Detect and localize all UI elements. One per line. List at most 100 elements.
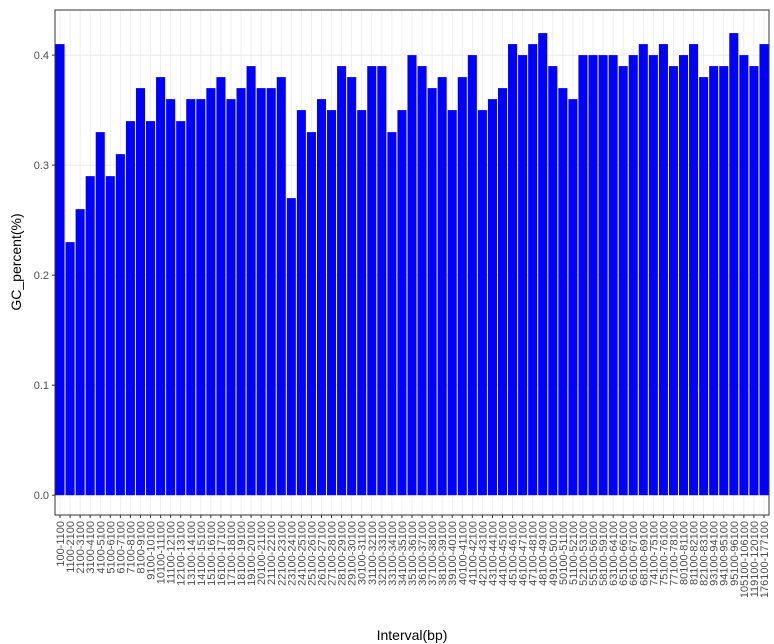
x-axis-title: Interval(bp) <box>377 627 448 643</box>
bar <box>598 55 608 496</box>
bar <box>166 99 176 496</box>
bar <box>95 132 105 496</box>
bar <box>548 66 558 496</box>
y-tick-label: 0.4 <box>34 50 49 62</box>
x-tick-label: 40100-41100 <box>457 521 469 585</box>
x-tick-label: 77100-78100 <box>668 521 680 586</box>
bar <box>608 55 618 496</box>
x-tick-label: 33100-34100 <box>387 521 399 586</box>
x-tick-label: 95100-96100 <box>729 521 741 586</box>
x-tick-label: 4100-5100 <box>95 521 107 574</box>
bar <box>256 88 266 496</box>
x-tick-label: 41100-42100 <box>467 521 479 585</box>
x-tick-label: 20100-21100 <box>256 521 268 585</box>
bar <box>658 44 668 496</box>
bar <box>357 110 367 496</box>
bar <box>337 66 347 496</box>
bar <box>316 99 327 496</box>
bar <box>55 44 65 496</box>
bar <box>125 121 135 496</box>
x-tick-label: 29100-30100 <box>347 521 359 586</box>
x-tick-label: 3100-4100 <box>85 521 97 574</box>
bar <box>276 77 286 496</box>
bar <box>638 44 648 496</box>
x-tick-label: 16100-17100 <box>216 521 228 586</box>
x-tick-label: 68100-69100 <box>638 521 650 586</box>
x-tick-label: 119100-120100 <box>749 521 761 597</box>
bar <box>538 33 548 496</box>
bar <box>508 44 518 496</box>
bar <box>196 99 206 496</box>
x-tick-label: 27100-28100 <box>327 521 339 586</box>
x-tick-label: 93100-94100 <box>709 521 721 586</box>
bar <box>85 176 95 496</box>
x-tick-label: 65100-66100 <box>618 521 630 586</box>
x-tick-label: 25100-26100 <box>306 521 318 586</box>
y-tick-label: 0.0 <box>34 490 49 502</box>
x-tick-label: 1100-2100 <box>65 521 77 573</box>
x-tick-label: 8100-9100 <box>135 521 147 574</box>
y-tick-label: 0.3 <box>34 160 49 172</box>
x-tick-label: 42100-43100 <box>477 521 489 586</box>
bar <box>648 55 658 496</box>
x-tick-label: 49100-50100 <box>548 521 560 586</box>
x-tick-label: 43100-44100 <box>487 521 499 586</box>
x-tick-label: 13100-14100 <box>186 521 198 586</box>
bar <box>65 242 75 496</box>
bar <box>306 132 316 496</box>
x-tick-label: 75100-76100 <box>658 521 670 586</box>
x-tick-label: 46100-47100 <box>518 521 530 586</box>
bar <box>678 55 689 496</box>
bar <box>668 66 678 496</box>
x-tick-label: 12100-13100 <box>176 521 188 586</box>
x-tick-label: 17100-18100 <box>226 521 238 586</box>
bar <box>719 66 729 496</box>
x-tick-label: 31100-32100 <box>367 521 379 585</box>
x-tick-label: 80100-81100 <box>679 521 691 585</box>
bar <box>558 88 568 496</box>
x-tick-label: 47100-48100 <box>528 521 540 586</box>
x-tick-label: 45100-46100 <box>508 521 520 586</box>
x-tick-label: 63100-64100 <box>608 521 620 586</box>
bar <box>327 110 337 496</box>
x-tick-label: 26100-27100 <box>316 521 328 586</box>
x-tick-label: 19100-20100 <box>246 521 258 586</box>
bar <box>437 77 447 496</box>
bar <box>588 55 598 496</box>
bar <box>367 66 377 496</box>
x-tick-label: 105100-106100 <box>739 521 751 598</box>
bar <box>407 55 417 496</box>
bar <box>135 88 146 496</box>
bar <box>105 176 115 496</box>
bar <box>699 77 709 496</box>
x-tick-label: 39100-40100 <box>447 521 459 586</box>
x-tick-label: 55100-56100 <box>588 521 600 586</box>
bar <box>578 55 588 496</box>
bar <box>156 77 166 496</box>
x-tick-label: 11100-12100 <box>166 521 178 584</box>
bar <box>709 66 719 496</box>
bar <box>427 88 437 496</box>
x-tick-label: 10100-11100 <box>156 521 168 584</box>
y-tick-label: 0.2 <box>34 270 49 282</box>
x-tick-label: 58100-59100 <box>598 521 610 586</box>
x-tick-label: 74100-75100 <box>648 521 660 586</box>
x-tick-label: 100-1100 <box>55 521 67 567</box>
bar <box>729 33 739 496</box>
bar <box>176 121 186 496</box>
bar <box>618 66 628 496</box>
bar <box>216 77 226 496</box>
bar <box>568 99 578 496</box>
x-tick-label: 21100-22100 <box>266 521 278 585</box>
y-tick-label: 0.1 <box>34 380 49 392</box>
x-tick-label: 2100-3100 <box>75 521 87 574</box>
x-tick-label: 35100-36100 <box>407 521 419 586</box>
x-tick-label: 66100-67100 <box>628 521 640 586</box>
bar <box>347 77 357 496</box>
bar <box>226 99 236 496</box>
bar <box>467 55 477 496</box>
x-tick-label: 81100-82100 <box>689 521 701 585</box>
bar <box>689 44 699 496</box>
bar <box>447 110 457 496</box>
